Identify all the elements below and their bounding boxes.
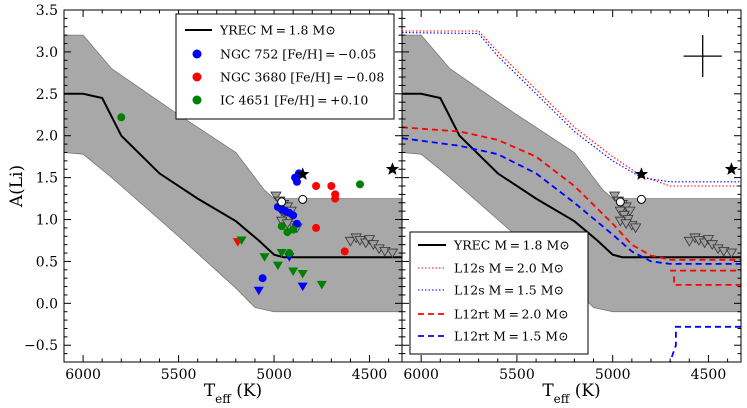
left-panel: 6000 5500 5000 4500 −0.5 0.0 0.5 1.0 1.5 2.0 2.5 3.… bbox=[24, 3, 403, 406]
star-marker bbox=[296, 167, 310, 180]
y-tick-label: 1.0 bbox=[36, 213, 58, 229]
upper-limit-marker bbox=[702, 235, 715, 245]
ic4651-point bbox=[285, 249, 294, 258]
x-tick-label: 5000 bbox=[595, 367, 631, 383]
ngc752-limit-marker bbox=[253, 286, 264, 296]
legend-marker bbox=[192, 72, 202, 82]
upper-limit-marker bbox=[683, 236, 695, 247]
y-tick-label: −0.5 bbox=[24, 338, 58, 354]
left-plot-area bbox=[64, 34, 402, 313]
legend-label: YREC M = 1.8 M⊙ bbox=[219, 23, 336, 38]
upper-limit-marker bbox=[608, 191, 621, 202]
x-tick-label: 6000 bbox=[65, 367, 101, 383]
legend-marker bbox=[192, 95, 202, 105]
x-axis-label-unit: (K) bbox=[569, 381, 600, 401]
x-tick-label: 5500 bbox=[161, 367, 197, 383]
star-marker bbox=[634, 167, 649, 180]
ic4651-limit-marker bbox=[288, 267, 299, 276]
x-tick-label: 5000 bbox=[256, 367, 292, 383]
y-tick-label: 2.0 bbox=[36, 129, 58, 145]
ic4651-point bbox=[355, 180, 364, 189]
ic4651-point bbox=[117, 113, 126, 122]
upper-limit-marker bbox=[386, 248, 399, 259]
l12rt-2.0-curve bbox=[402, 126, 741, 261]
x-axis-label: Teff (K) bbox=[204, 381, 262, 406]
upper-limit-marker bbox=[620, 219, 632, 230]
right-legend: YREC M = 1.8 M⊙ L12s M = 2.0 M⊙ L12s M = 1… bbox=[409, 231, 589, 355]
x-axis-label-sub: eff bbox=[215, 392, 232, 406]
star-marker bbox=[724, 162, 739, 175]
legend-label: NGC 3680 [Fe/H] = −0.08 bbox=[220, 70, 384, 85]
ngc3680-point bbox=[327, 182, 336, 190]
ngc3680-point bbox=[340, 247, 349, 256]
x-tick-label: 6000 bbox=[403, 367, 439, 383]
ngc752-point bbox=[258, 274, 267, 283]
ngc752-point bbox=[292, 219, 301, 228]
ic4651-limit-marker bbox=[259, 253, 270, 262]
left-legend: YREC M = 1.8 M⊙ NGC 752 [Fe/H] = −0.05 NGC… bbox=[175, 13, 395, 120]
y-axis-label: A(Li) bbox=[7, 165, 27, 208]
x-tick-label: 5500 bbox=[499, 367, 535, 383]
star-marker bbox=[385, 162, 400, 175]
ic4651-limit-marker bbox=[272, 261, 283, 271]
legend-label: L12rt M = 2.0 M⊙ bbox=[454, 307, 569, 322]
legend-label: NGC 752 [Fe/H] = −0.05 bbox=[220, 47, 376, 62]
open-circle-marker bbox=[636, 194, 646, 204]
l12rt-1.5-curve bbox=[402, 137, 741, 265]
x-tick-label: 4500 bbox=[691, 367, 727, 383]
yrec-curve bbox=[402, 92, 741, 259]
ngc752-point bbox=[289, 211, 298, 220]
upper-limit-marker bbox=[344, 236, 357, 247]
legend-label: IC 4651 [Fe/H] = +0.10 bbox=[220, 93, 368, 108]
ic4651-limit-marker bbox=[297, 270, 308, 279]
right-panel: 6000 5500 5000 4500 Teff (K) YREC M = 1.8 M⊙ L… bbox=[401, 9, 742, 406]
upper-limit-marker bbox=[363, 235, 376, 245]
x-axis-label-main: T bbox=[542, 381, 554, 401]
legend-label: YREC M = 1.8 M⊙ bbox=[453, 238, 570, 253]
x-axis-label-sub: eff bbox=[554, 392, 571, 406]
right-plot-area bbox=[402, 30, 741, 362]
ngc3680-point bbox=[312, 182, 321, 190]
y-tick-label: 1.5 bbox=[36, 171, 58, 187]
legend-label: L12s M = 2.0 M⊙ bbox=[454, 261, 564, 276]
upper-limit-marker bbox=[270, 191, 282, 202]
open-circle-marker bbox=[298, 194, 308, 204]
legend-marker bbox=[192, 49, 202, 59]
legend-box bbox=[175, 13, 395, 120]
open-circle-marker bbox=[615, 197, 625, 207]
l12s-1.5-curve bbox=[402, 32, 741, 183]
x-tick-label: 4500 bbox=[352, 367, 388, 383]
gray-band bbox=[402, 34, 741, 313]
ngc3680-point bbox=[312, 223, 321, 232]
x-axis-label: Teff (K) bbox=[542, 381, 600, 406]
ngc752-limit-marker bbox=[297, 282, 308, 292]
y-tick-label: 0.0 bbox=[36, 296, 58, 312]
ic4651-limit-marker bbox=[236, 236, 247, 245]
legend-label: L12s M = 1.5 M⊙ bbox=[454, 283, 564, 298]
l12s-2.0-curve bbox=[402, 30, 741, 187]
ngc752-point bbox=[292, 177, 301, 186]
y-tick-label: 3.0 bbox=[36, 45, 58, 61]
ic4651-point bbox=[289, 225, 298, 234]
x-axis-label-main: T bbox=[204, 381, 216, 401]
y-tick-label: 2.5 bbox=[36, 87, 58, 103]
gray-band bbox=[64, 34, 402, 313]
ic4651-point bbox=[277, 222, 286, 231]
y-tick-label: 3.5 bbox=[36, 3, 58, 19]
upper-limit-marker bbox=[725, 248, 738, 259]
legend-label: L12rt M = 1.5 M⊙ bbox=[454, 329, 569, 344]
ngc3680-point bbox=[331, 194, 340, 203]
l12rt-1.5-curve-branch bbox=[669, 325, 741, 362]
open-circle-marker bbox=[277, 197, 287, 207]
l12rt-2.0-curve-branch bbox=[673, 276, 741, 286]
upper-limit-marker bbox=[629, 223, 642, 234]
yrec-curve bbox=[64, 92, 402, 259]
x-axis-label-unit: (K) bbox=[231, 381, 262, 401]
ic4651-limit-marker bbox=[276, 249, 287, 258]
y-tick-label: 0.5 bbox=[36, 254, 58, 270]
ic4651-limit-marker bbox=[316, 280, 327, 290]
legend-box bbox=[409, 231, 589, 355]
